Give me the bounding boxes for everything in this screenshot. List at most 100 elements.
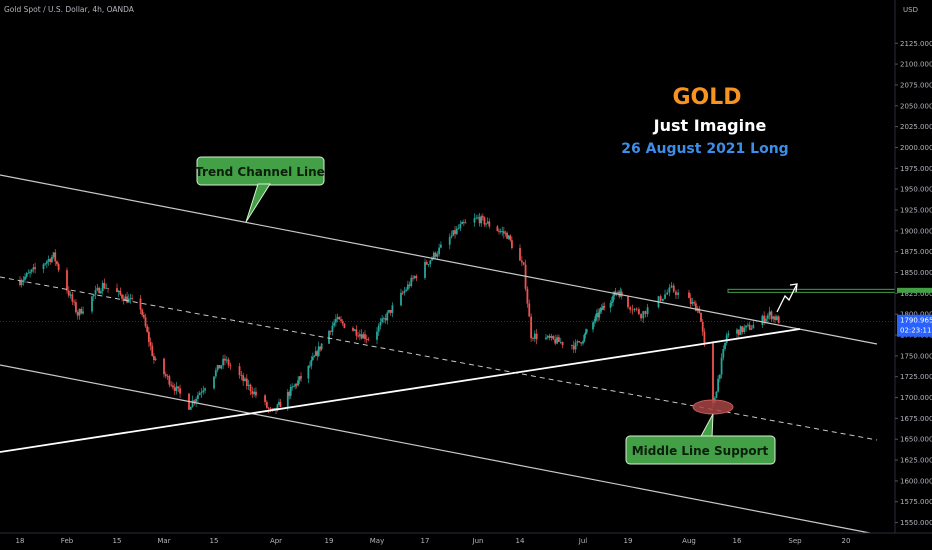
candle-body (142, 314, 145, 318)
candle-body (267, 407, 270, 409)
candle-body (712, 342, 714, 404)
candle-body (599, 308, 602, 312)
candle-body (745, 325, 747, 328)
support-highlight (692, 399, 734, 415)
candle-body (507, 235, 510, 239)
candle-body (498, 230, 500, 232)
x-tick-label: Feb (61, 537, 74, 545)
candle-body (594, 316, 597, 322)
x-tick-label: May (370, 537, 384, 545)
candle-body (558, 337, 560, 342)
candle-body (774, 316, 776, 321)
y-tick-label: 1625.000 (900, 457, 932, 465)
candle-body (119, 290, 122, 295)
candle-body (253, 391, 256, 395)
candle-body (659, 296, 662, 301)
candle-body (401, 292, 404, 294)
candle-body (278, 402, 280, 405)
resistance-level (727, 288, 896, 293)
trend-callout-pointer (245, 183, 271, 223)
candle-body (289, 387, 292, 396)
candle-body (175, 386, 178, 392)
candle-body (218, 365, 221, 369)
candle-body (240, 375, 243, 376)
candle-body (583, 334, 586, 342)
candle-body (131, 298, 134, 299)
candle-body (20, 281, 23, 286)
candle-body (391, 305, 394, 313)
x-tick-label: 20 (842, 537, 851, 545)
candle-body (141, 309, 144, 315)
candle-body (50, 257, 53, 263)
candle-body (452, 230, 455, 236)
projection-arrow (776, 283, 798, 313)
candle-body (91, 296, 93, 312)
y-tick-label: 1875.000 (900, 248, 932, 256)
candle-body (69, 294, 72, 296)
candle-body (75, 302, 77, 313)
candle-body (700, 312, 702, 322)
candle-body (501, 231, 504, 232)
candle-body (338, 317, 341, 320)
candle-body (294, 384, 297, 387)
candle-body (585, 329, 588, 333)
candle-body (204, 388, 206, 391)
candle-body (718, 374, 721, 379)
candle-body (519, 247, 521, 261)
candle-body (582, 341, 584, 344)
candle-body (314, 351, 317, 356)
candle-body (761, 315, 764, 325)
candle-body (197, 395, 199, 399)
candle-body (520, 260, 523, 263)
candle-body (265, 402, 268, 408)
candle-body (677, 292, 680, 296)
candle-body (485, 223, 487, 225)
y-tick-label: 2000.000 (900, 144, 932, 152)
candle-body (22, 279, 25, 282)
candle-body (717, 378, 720, 392)
candle-body (247, 384, 250, 386)
candle-body (189, 406, 192, 410)
candle-body (425, 262, 428, 265)
y-tick-label: 1675.000 (900, 415, 932, 423)
x-tick-label: 16 (733, 537, 742, 545)
middle-channel-line (0, 276, 878, 441)
y-tick-label: 1575.000 (900, 498, 932, 506)
y-tick-label: 1825.000 (900, 290, 932, 298)
candle-body (691, 302, 694, 304)
candle-body (151, 345, 154, 356)
candle-body (139, 298, 142, 310)
x-tick-label: 19 (624, 537, 633, 545)
candle-body (736, 329, 738, 334)
candle-body (360, 334, 363, 339)
candle-body (427, 264, 430, 265)
drawings (0, 174, 896, 534)
candle-body (269, 408, 272, 410)
candle-body (535, 333, 538, 340)
y-tick-label: 1550.000 (900, 519, 932, 527)
candle-body (477, 217, 479, 219)
candle-body (689, 298, 692, 304)
candle-body (408, 284, 411, 286)
candle-body (528, 303, 531, 317)
candle-body (291, 386, 294, 388)
candle-body (561, 341, 564, 346)
candle-body (499, 231, 502, 233)
candle-body (763, 315, 766, 322)
candle-body (292, 386, 295, 388)
candle-body (424, 262, 426, 278)
support-trendline (0, 328, 801, 453)
candle-body (173, 387, 176, 392)
candle-body (436, 254, 439, 257)
candle-body (200, 392, 203, 393)
lower-channel-line (0, 364, 871, 534)
candle-body (724, 342, 726, 350)
candle-body (642, 311, 645, 319)
candle-body (25, 273, 28, 277)
candle-body (431, 258, 433, 261)
candle-body (124, 296, 127, 302)
candle-body (101, 282, 104, 292)
x-tick-label: Jul (578, 537, 588, 545)
